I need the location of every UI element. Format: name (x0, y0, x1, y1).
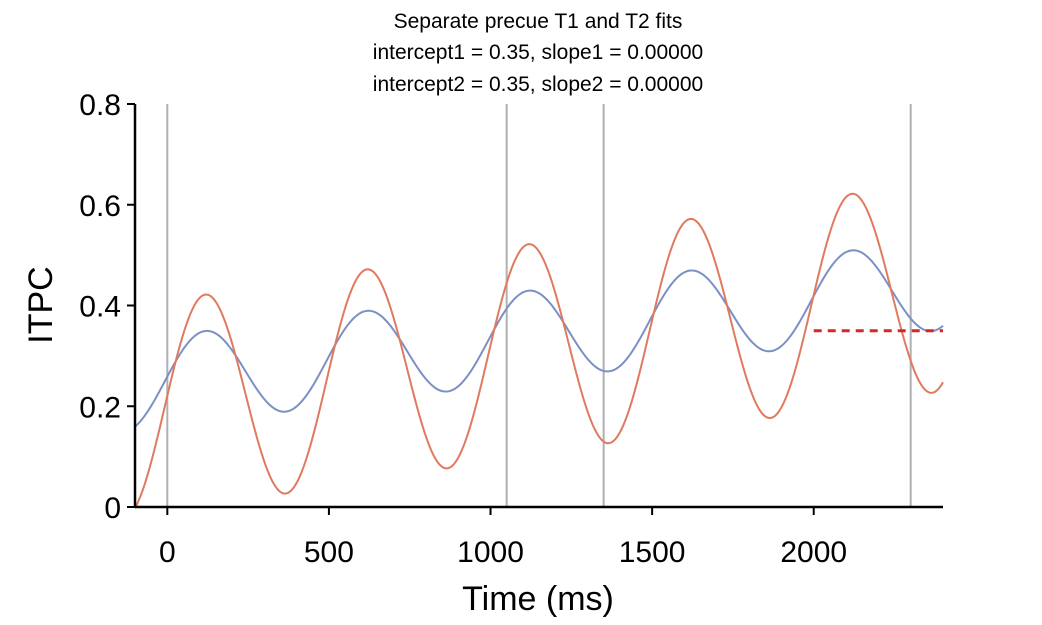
title-line-3: intercept2 = 0.35, slope2 = 0.00000 (373, 73, 703, 96)
y-tick-label: 0.2 (79, 391, 121, 424)
x-tick-label: 0 (159, 536, 176, 569)
y-tick-label: 0.4 (79, 291, 121, 324)
y-axis-label: ITPC (22, 266, 60, 343)
x-tick-label: 1000 (457, 536, 524, 569)
y-ticks: 0 0.2 0.4 0.6 0.8 (79, 89, 135, 525)
x-ticks: 0 500 1000 1500 2000 (159, 507, 847, 569)
x-axis-label: Time (ms) (462, 580, 614, 618)
y-tick-label: 0.6 (79, 190, 121, 223)
x-tick-label: 1500 (619, 536, 686, 569)
series-line-1 (134, 192, 944, 509)
y-tick-label: 0 (104, 492, 121, 525)
title-line-1: Separate precue T1 and T2 fits (394, 10, 683, 33)
x-tick-label: 500 (304, 536, 354, 569)
x-tick-label: 2000 (780, 536, 847, 569)
event-lines (166, 104, 912, 507)
axes (133, 104, 943, 509)
fit-curves (134, 192, 944, 509)
chart-title: Separate precue T1 and T2 fits intercept… (373, 10, 703, 96)
series-line-0 (134, 249, 944, 428)
y-tick-label: 0.8 (79, 89, 121, 122)
title-line-2: intercept1 = 0.35, slope1 = 0.00000 (373, 41, 703, 64)
